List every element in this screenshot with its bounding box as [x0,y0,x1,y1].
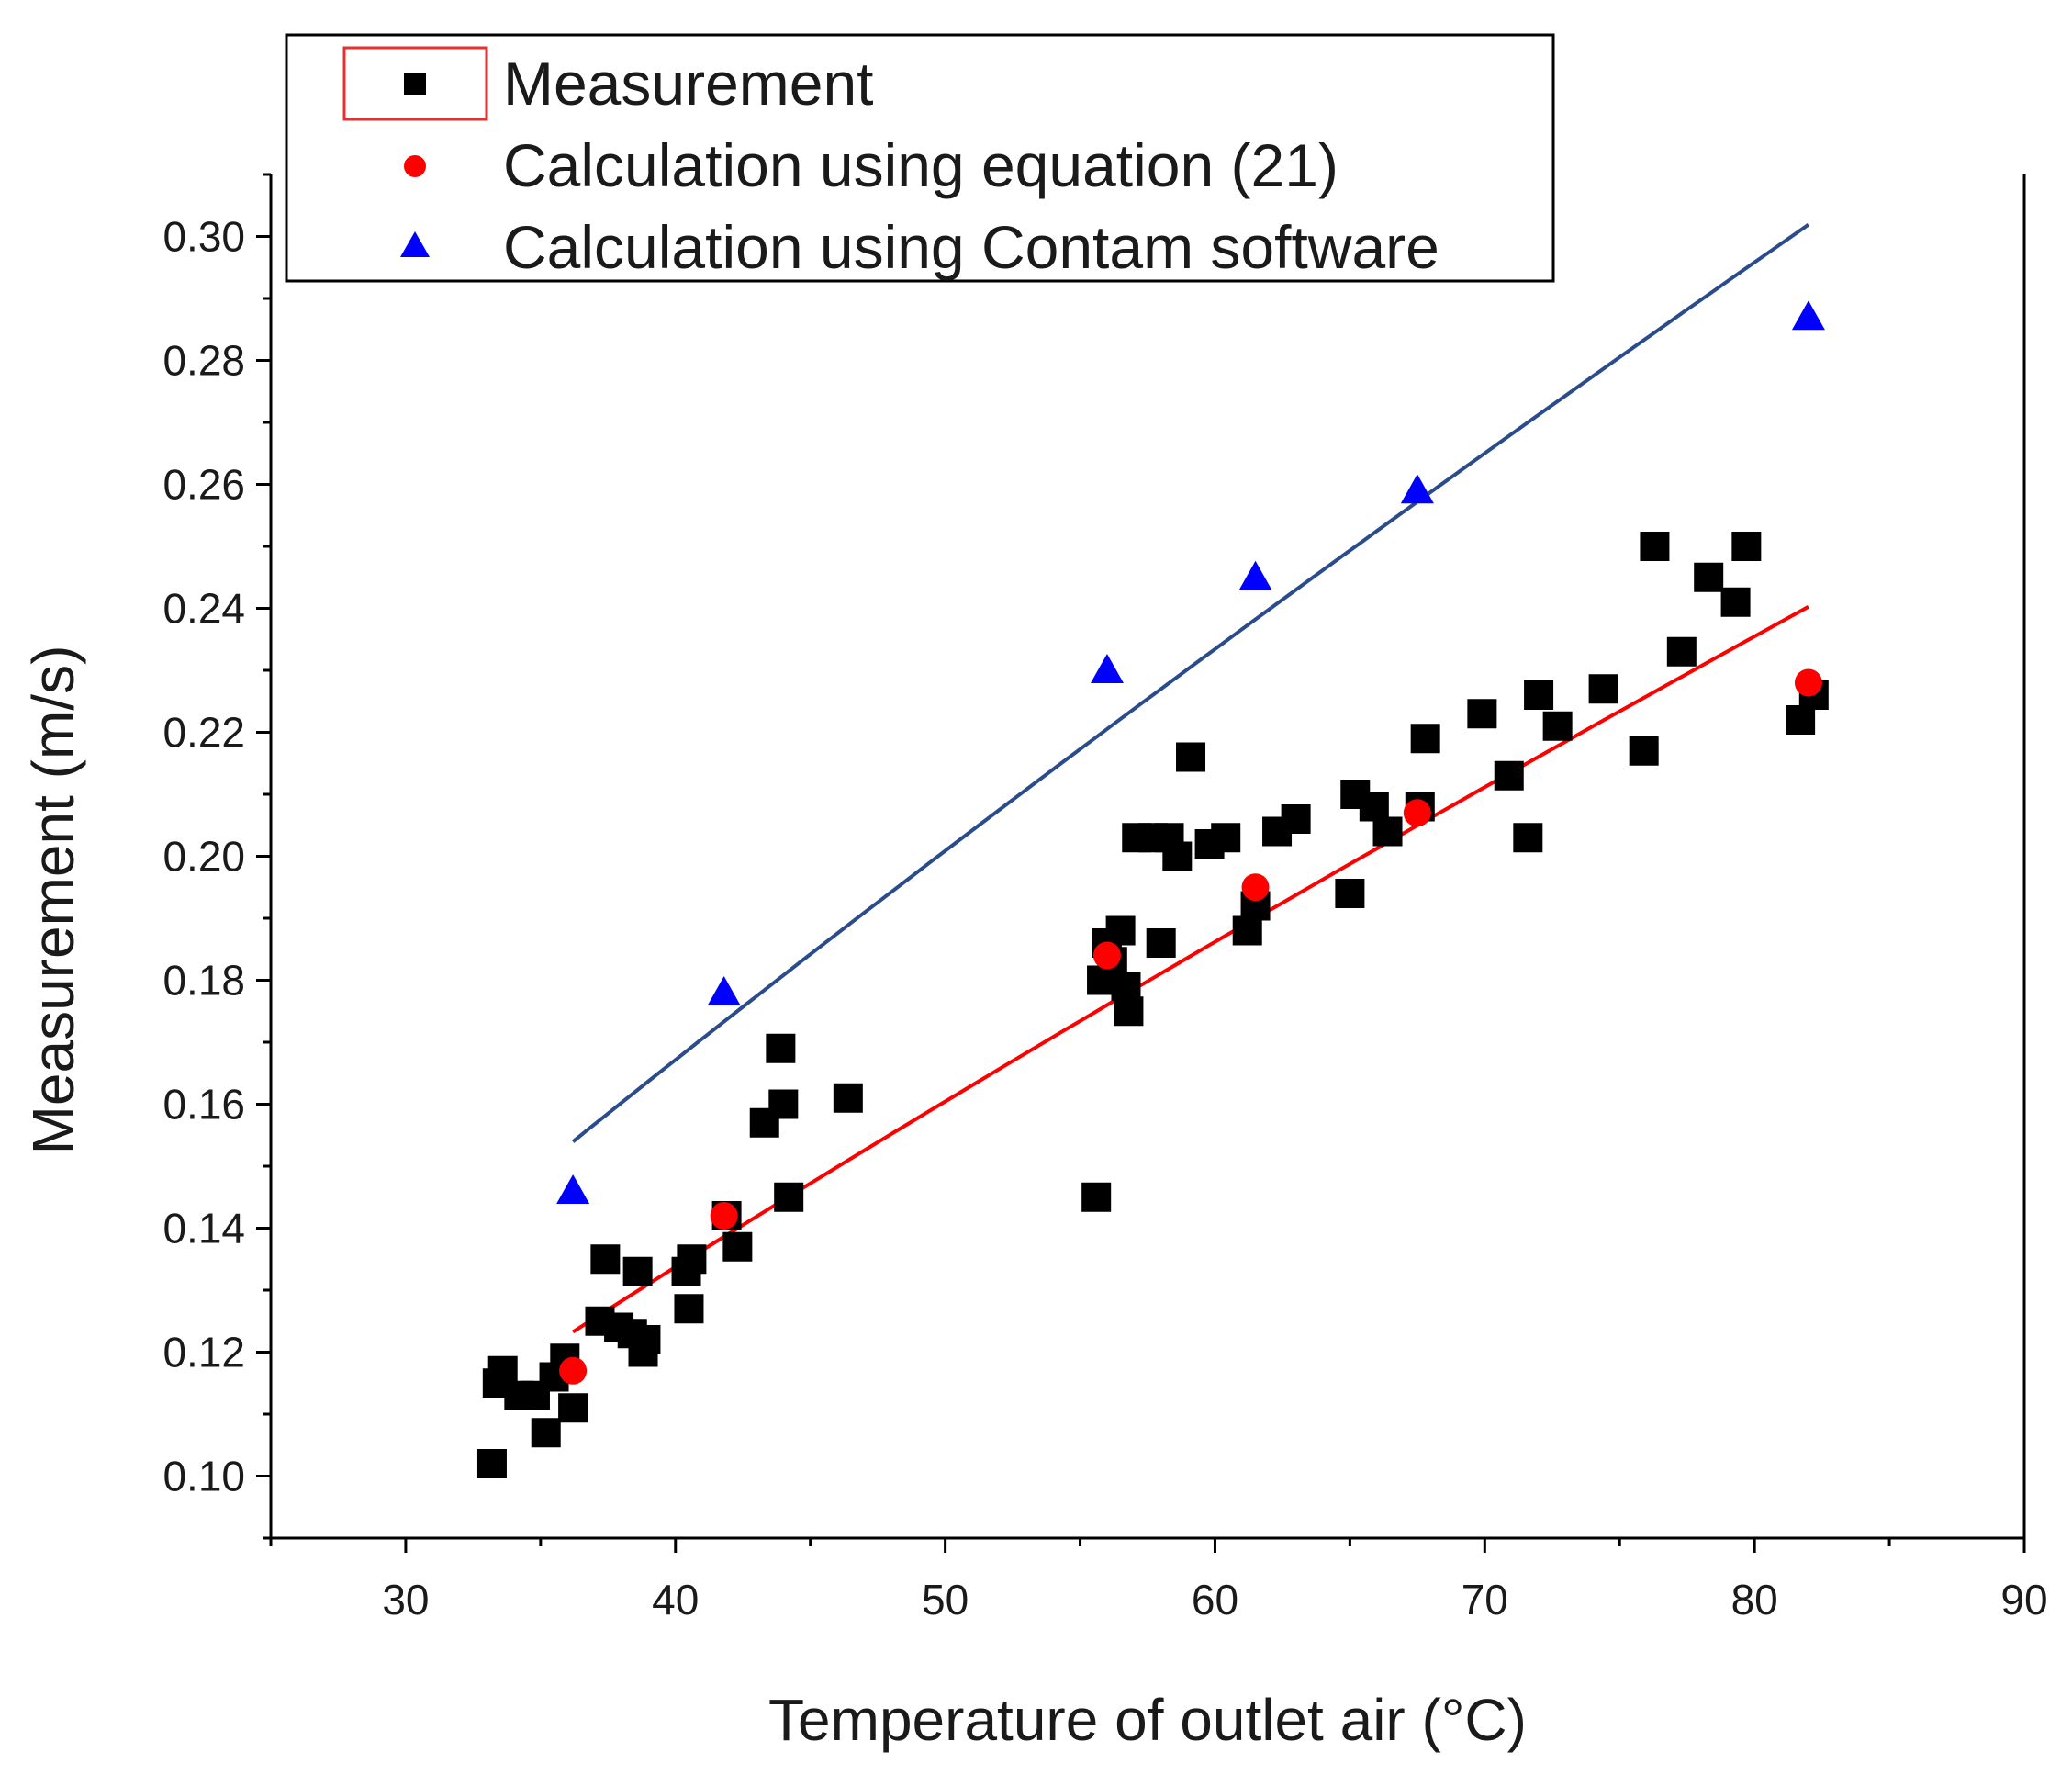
y-tick-label: 0.14 [162,1205,245,1252]
axis-ticks: 30 40 50 60 70 80 90 0.10 0.12 0.14 0.16 0.18 0.20 0.… [162,173,2048,1623]
y-tick-label: 0.24 [162,585,245,633]
measurement-point [674,1294,704,1324]
measurement-point [1629,736,1659,766]
measurement-point [558,1393,588,1423]
fitted-curves [571,222,1810,1334]
measurement-point [1588,674,1618,704]
measurement-point [1666,636,1697,667]
x-tick-label: 80 [1731,1576,1778,1623]
x-tick-label: 40 [652,1576,699,1623]
measurement-point [774,1182,804,1212]
y-tick-label: 0.10 [162,1453,245,1500]
y-tick-label: 0.30 [162,213,245,261]
legend-label-measurement: Measurement [503,50,874,118]
measurement-point [1720,587,1751,617]
equation-point [1403,799,1431,827]
fit-curve [572,604,1809,1334]
measurement-point [766,1033,796,1063]
x-tick-label: 50 [922,1576,969,1623]
equation-point [559,1356,588,1385]
measurement-point [1731,532,1762,561]
x-tick-label: 90 [2000,1576,2047,1623]
y-tick-label: 0.26 [162,461,245,509]
measurement-point [1281,804,1311,834]
legend-highlight-box [342,46,488,121]
measurement-point [1524,680,1554,710]
contam-point [707,976,741,1005]
legend-marker-measurement [404,73,426,95]
measurement-point [487,1355,518,1386]
legend-box [285,33,1555,283]
measurement-point [1111,972,1141,1002]
plot-frame [269,174,2026,1540]
measurement-point [1640,532,1670,561]
measurement-point [590,1244,621,1275]
measurement-point [622,1256,653,1286]
measurement-point [531,1418,561,1448]
fit-curve [571,222,1810,1143]
equation-point [1241,873,1270,902]
data-marks [476,300,1829,1478]
x-tick-label: 60 [1192,1576,1238,1623]
legend-label-contam: Calculation using Contam software [503,213,1439,281]
legend-marker-contam [400,231,430,257]
measurement-point [1372,816,1403,847]
x-axis-title: Temperature of outlet air (°C) [768,1687,1527,1753]
measurement-point [1335,879,1365,908]
equation-point [710,1202,738,1230]
measurement-point [1359,792,1389,822]
x-tick-label: 70 [1462,1576,1508,1623]
measurement-point [1162,841,1193,871]
legend-label-equation: Calculation using equation (21) [503,131,1338,199]
contam-point [556,1174,590,1204]
legend: Measurement Calculation using equation (… [285,33,1555,283]
y-axis-title: Measurement (m/s) [20,646,86,1155]
legend-marker-equation [404,155,426,177]
contam-point [1238,560,1272,590]
equation-point [1092,941,1121,970]
measurement-point [631,1325,661,1354]
measurement-point [677,1244,707,1275]
contam-point [1090,654,1124,683]
measurement-point [476,1449,507,1478]
equation-point [1794,668,1822,697]
y-tick-label: 0.22 [162,709,245,757]
measurement-point [1232,915,1262,946]
measurement-point [1513,823,1543,853]
measurement-point [1211,823,1241,853]
measurement-point [1114,996,1144,1027]
measurement-point [1105,915,1136,946]
y-tick-label: 0.18 [162,957,245,1005]
x-tick-label: 30 [382,1576,429,1623]
y-tick-label: 0.12 [162,1329,245,1376]
measurement-point [833,1083,863,1113]
y-tick-label: 0.28 [162,337,245,385]
measurement-point [1467,699,1497,729]
measurement-point [1410,724,1440,754]
measurement-point [722,1231,753,1262]
measurement-point [1081,1182,1112,1212]
y-tick-label: 0.20 [162,833,245,881]
measurement-point [1786,705,1816,735]
measurement-point [1694,562,1724,592]
measurement-point [1176,742,1206,772]
measurement-point [1146,928,1176,958]
y-tick-label: 0.16 [162,1081,245,1129]
measurement-point [1542,711,1573,741]
measurement-point [1494,760,1524,791]
measurement-point [768,1089,799,1119]
contam-point [1791,300,1825,331]
contam-point [1400,474,1434,504]
